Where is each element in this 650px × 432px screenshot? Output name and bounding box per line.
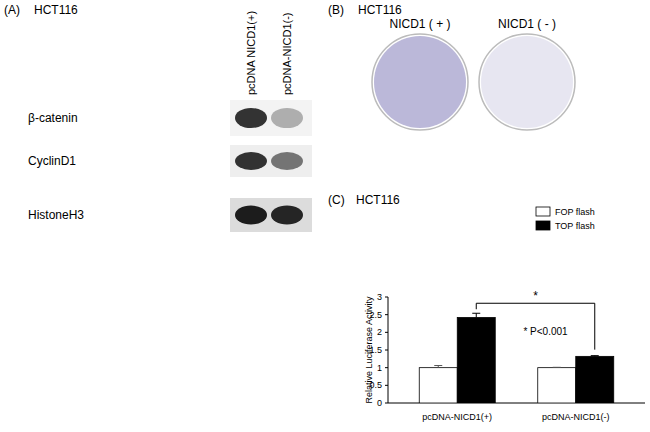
figure: (A) HCT116 pcDNA NICD1(+) pcDNA-NICD1(-) β-c… [0, 0, 650, 432]
lane-label: pcDNA-NICD1(-) [281, 13, 293, 96]
legend-label: TOP flash [555, 221, 595, 231]
plate-dish [372, 34, 468, 130]
legend-swatch [536, 221, 550, 230]
y-tick-label: 3 [377, 292, 382, 302]
y-axis-label: Relative Luciferase Activity [364, 296, 374, 404]
background [0, 0, 650, 432]
error-bar [472, 313, 480, 317]
blot-strip [230, 198, 312, 232]
bar [576, 356, 614, 403]
panel-c: (C)HCT11600.511.522.53Relative Luciferas… [328, 193, 645, 422]
x-tick-label: pcDNA-NICD1(+) [422, 412, 492, 422]
bar [457, 317, 495, 403]
blot-band [271, 205, 303, 224]
y-tick [385, 367, 388, 368]
y-tick [385, 385, 388, 386]
blot-band [235, 205, 267, 224]
bar [419, 368, 457, 403]
blot-strip [230, 145, 312, 177]
plate-label: NICD1 ( + ) [389, 17, 450, 31]
panel-label: (C) [328, 193, 345, 207]
panel-a: (A) HCT116 pcDNA NICD1(+) pcDNA-NICD1(-) β-c… [4, 3, 312, 232]
bars [419, 317, 614, 403]
legend-swatch [536, 207, 550, 216]
blot-band [271, 152, 303, 170]
significance-bracket [476, 303, 595, 349]
panel-label: (A) [4, 3, 20, 17]
panel-title: HCT116 [34, 3, 78, 17]
blot-band [271, 108, 303, 128]
blot-strip [230, 100, 312, 136]
panel-label: (B) [328, 3, 344, 17]
error-bar [434, 366, 442, 368]
y-tick-label: 1 [377, 363, 382, 373]
y-tick [385, 403, 388, 404]
error-bars [434, 313, 599, 367]
panel-b: (B) HCT116NICD1 ( + ) NICD1 ( - ) [328, 3, 575, 130]
bar [538, 368, 576, 403]
y-tick-label: 0 [377, 398, 382, 408]
y-tick [385, 314, 388, 315]
colony-stain [374, 36, 466, 128]
row-label: CyclinD1 [28, 154, 76, 168]
y-tick [385, 332, 388, 333]
row-label: HistoneH3 [28, 208, 84, 222]
row-label: β-catenin [28, 111, 78, 125]
chart-title: HCT116 [356, 193, 400, 207]
p-value: * P<0.001 [523, 326, 568, 337]
error-bar [591, 355, 599, 357]
lane-label: pcDNA NICD1(+) [245, 11, 257, 95]
blot-band [235, 108, 267, 128]
x-tick-label: pcDNA-NICD1(-) [542, 412, 610, 422]
y-tick [385, 297, 388, 298]
colony-stain [481, 36, 573, 128]
error-bar [553, 367, 561, 368]
y-tick [385, 350, 388, 351]
y-tick-label: 2 [377, 327, 382, 337]
significance-star: * [533, 289, 538, 303]
blot-band [235, 152, 267, 170]
plate-label: NICD1 ( - ) [498, 17, 556, 31]
panel-title: HCT116 [358, 3, 402, 17]
legend-label: FOP flash [555, 207, 595, 217]
plate-dish [479, 34, 575, 130]
